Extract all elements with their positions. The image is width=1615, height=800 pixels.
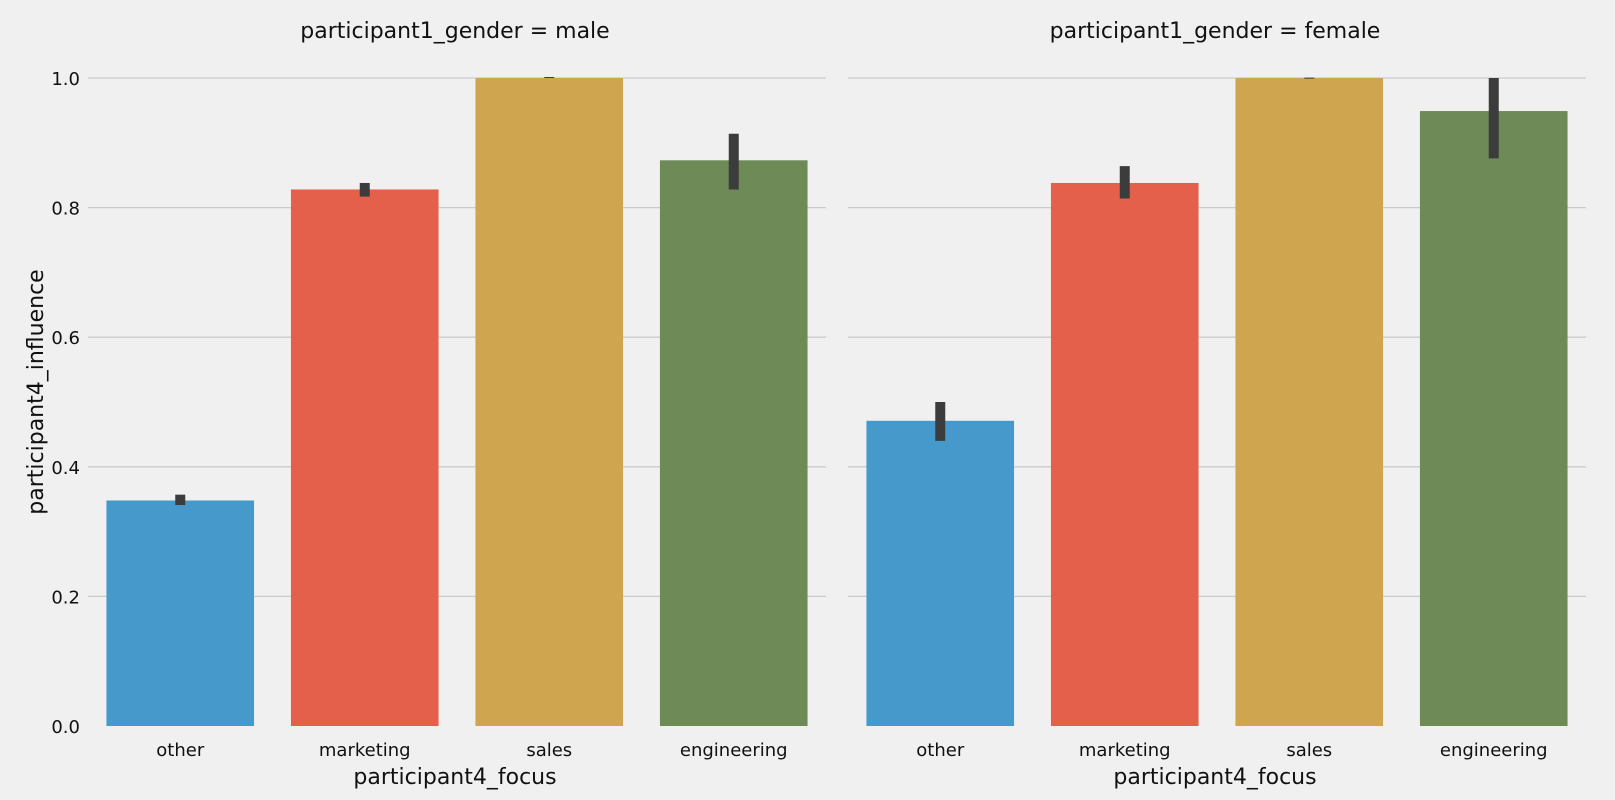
bar	[475, 78, 624, 726]
x-axis-label: participant4_focus	[1113, 765, 1316, 790]
x-tick-label: sales	[526, 740, 572, 761]
y-tick-label: 0.8	[51, 199, 80, 220]
y-tick-label: 0.2	[51, 587, 80, 608]
bar	[1419, 111, 1568, 727]
y-tick-label: 0.0	[51, 717, 80, 738]
x-tick-label: other	[156, 740, 205, 761]
x-tick-label: engineering	[1440, 740, 1548, 761]
bar	[1050, 182, 1199, 726]
bar	[866, 420, 1015, 726]
y-tick-label: 1.0	[51, 69, 80, 90]
x-tick-label: sales	[1286, 740, 1332, 761]
bar	[290, 189, 439, 726]
x-axis-label: participant4_focus	[353, 765, 556, 790]
panel-2: participant1_gender = female other marketi…	[848, 19, 1586, 790]
y-tick-label: 0.6	[51, 328, 80, 349]
x-tick-label: engineering	[680, 740, 788, 761]
y-axis-label: participant4_influence	[24, 269, 49, 514]
panel-1: 0.0 0.2 0.4 0.6 0.8 1.0 participant1_gender = …	[51, 19, 826, 790]
bar	[106, 500, 255, 726]
bar	[659, 160, 808, 726]
bar	[1235, 78, 1384, 726]
panel-title: participant1_gender = male	[300, 19, 609, 44]
y-tick-label: 0.4	[51, 458, 80, 479]
x-tick-label: marketing	[319, 740, 411, 761]
x-tick-label: other	[916, 740, 965, 761]
x-tick-label: marketing	[1079, 740, 1171, 761]
panel-title: participant1_gender = female	[1050, 19, 1381, 44]
